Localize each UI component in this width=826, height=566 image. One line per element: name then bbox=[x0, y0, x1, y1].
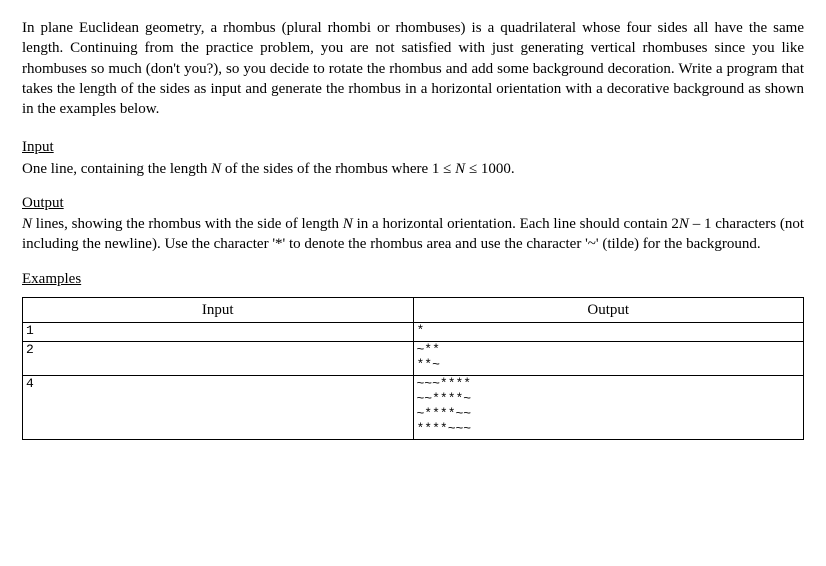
text: lines, showing the rhombus with the side… bbox=[32, 216, 343, 232]
examples-table: Input Output 1 * 2 ~** **~ 4 ~~~**** ~~*… bbox=[22, 297, 804, 440]
example-input: 4 bbox=[23, 376, 413, 394]
example-output: ~~~**** ~~****~ ~****~~ ****~~~ bbox=[414, 376, 804, 439]
output-description: N lines, showing the rhombus with the si… bbox=[22, 214, 804, 255]
example-input: 1 bbox=[23, 323, 413, 341]
input-description: One line, containing the length N of the… bbox=[22, 159, 804, 179]
text: ≤ 1000. bbox=[465, 161, 514, 177]
col-input: Input bbox=[23, 297, 414, 322]
output-heading: Output bbox=[22, 193, 804, 213]
col-output: Output bbox=[413, 297, 804, 322]
var-n: N bbox=[679, 216, 689, 232]
table-row: 1 * bbox=[23, 323, 804, 342]
var-n: N bbox=[343, 216, 353, 232]
input-heading: Input bbox=[22, 137, 804, 157]
example-output: * bbox=[414, 323, 804, 341]
example-output: ~** **~ bbox=[414, 342, 804, 375]
table-row: 2 ~** **~ bbox=[23, 341, 804, 375]
var-n: N bbox=[211, 161, 221, 177]
var-n: N bbox=[22, 216, 32, 232]
text: in a horizontal orientation. Each line s… bbox=[353, 216, 679, 232]
var-n: N bbox=[455, 161, 465, 177]
text: One line, containing the length bbox=[22, 161, 211, 177]
intro-paragraph: In plane Euclidean geometry, a rhombus (… bbox=[22, 18, 804, 119]
examples-heading: Examples bbox=[22, 269, 804, 289]
text: of the sides of the rhombus where 1 ≤ bbox=[221, 161, 455, 177]
example-input: 2 bbox=[23, 342, 413, 360]
table-row: 4 ~~~**** ~~****~ ~****~~ ****~~~ bbox=[23, 375, 804, 439]
